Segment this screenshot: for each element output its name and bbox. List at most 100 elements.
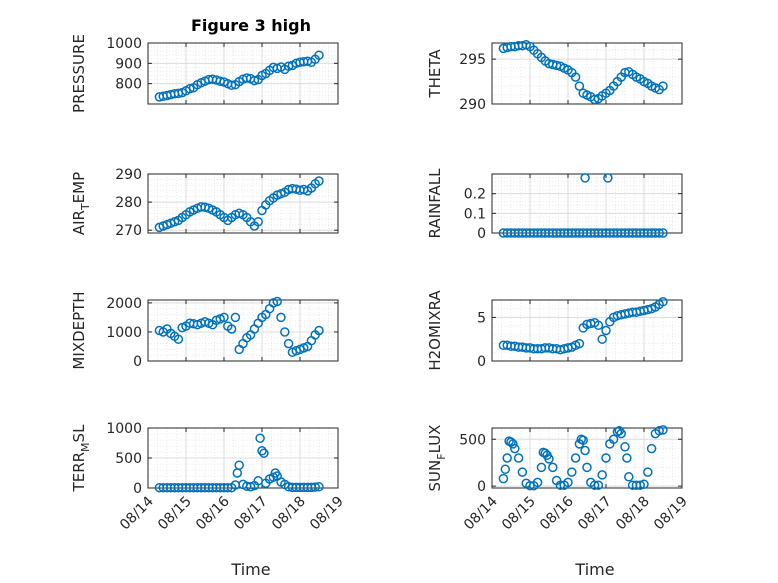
x-tick-label: 08/15 xyxy=(499,494,539,534)
y-axis-label-text: SL xyxy=(70,424,88,443)
data-point xyxy=(658,296,668,307)
data-point xyxy=(314,176,324,186)
x-tick-label: 08/17 xyxy=(575,494,615,534)
y-axis-label-text: MIXDEPTH xyxy=(70,291,88,369)
plot-area xyxy=(492,174,682,233)
axes-box xyxy=(491,42,683,105)
data-point xyxy=(658,81,668,91)
data-point xyxy=(608,434,619,445)
y-tick-label: 295 xyxy=(459,52,486,68)
y-axis-label-text: EMP xyxy=(70,172,88,203)
data-point xyxy=(253,217,263,227)
data-point xyxy=(593,320,604,331)
subplot-4: 0 0.1 0.2 RAINFALL xyxy=(426,168,683,242)
x-axis-label-right: Time xyxy=(574,560,614,579)
y-axis-label-text: LUX xyxy=(426,425,444,454)
axes-box xyxy=(147,299,339,362)
data-point xyxy=(173,334,184,344)
data-point xyxy=(314,50,324,60)
y-axis-label: THETA xyxy=(426,49,444,99)
data-point xyxy=(597,334,607,344)
data-point xyxy=(185,84,195,94)
y-axis-label-text: THETA xyxy=(426,49,444,99)
data-point xyxy=(574,81,585,91)
data-point xyxy=(226,80,237,91)
y-tick-label: 270 xyxy=(115,223,142,239)
data-point xyxy=(259,448,269,458)
y-tick-label: 0.1 xyxy=(464,206,486,222)
y-tick-label: 0.2 xyxy=(464,187,486,203)
data-point xyxy=(230,312,241,323)
data-point xyxy=(510,443,520,454)
y-axis-label-subscript: M xyxy=(79,442,92,452)
data-point xyxy=(498,473,509,484)
y-tick-label: 800 xyxy=(115,77,142,93)
y-tick-label: 5 xyxy=(477,310,486,326)
data-point xyxy=(272,296,282,307)
data-point xyxy=(589,94,600,105)
y-axis-label-text: H2OMIXRA xyxy=(426,290,444,371)
x-tick-label: 08/15 xyxy=(155,494,195,534)
y-tick-label: 290 xyxy=(459,97,486,113)
y-tick-label: 500 xyxy=(459,432,486,448)
y-tick-label: 280 xyxy=(115,195,142,211)
data-point xyxy=(580,445,590,456)
data-point xyxy=(314,482,324,492)
subplot-2: 290 295 THETA xyxy=(426,40,683,113)
data-point xyxy=(603,173,613,183)
data-point xyxy=(601,453,611,463)
data-point xyxy=(582,462,592,473)
y-axis-label: MIXDEPTH xyxy=(70,291,88,369)
y-axis-label-text: TERR xyxy=(70,452,88,493)
x-tick-label: 08/14 xyxy=(461,493,501,533)
data-point xyxy=(567,467,577,477)
data-point xyxy=(525,480,535,491)
data-point xyxy=(310,482,320,492)
data-point xyxy=(570,453,581,463)
y-tick-label: 500 xyxy=(115,451,142,467)
y-axis-label-text: RAINFALL xyxy=(426,168,444,239)
data-point xyxy=(283,338,294,349)
data-point xyxy=(635,480,645,490)
y-tick-label: 0 xyxy=(477,479,486,495)
data-point xyxy=(500,464,511,475)
data-point xyxy=(624,472,634,482)
data-point xyxy=(593,480,604,490)
y-tick-label: 900 xyxy=(115,56,142,72)
data-point xyxy=(589,480,600,490)
x-tick-label: 08/19 xyxy=(307,494,347,534)
y-tick-label: 290 xyxy=(115,167,142,183)
y-axis-label-text: AIR xyxy=(70,210,88,235)
axes-box xyxy=(147,173,339,234)
data-point xyxy=(639,479,649,490)
subplot-1: 800 900 1000 PRESSURE xyxy=(70,34,339,113)
figure-title: Figure 3 high xyxy=(191,16,311,35)
subplot-7: 0 500 1000 TERRMSL 08/1408/1508/1608/1708/18… xyxy=(70,421,347,533)
x-tick-label: 08/14 xyxy=(117,493,157,533)
data-point xyxy=(536,462,547,473)
x-tick-label: 08/17 xyxy=(231,494,271,534)
x-axis-label-left: Time xyxy=(230,560,270,579)
y-tick-label: 0 xyxy=(133,354,142,370)
y-axis-label-text: SUN xyxy=(426,460,444,492)
data-point xyxy=(654,426,664,436)
data-point xyxy=(574,338,585,349)
data-point xyxy=(570,72,581,82)
data-point xyxy=(643,467,653,477)
data-point xyxy=(646,443,657,454)
y-axis-label: H2OMIXRA xyxy=(426,290,444,371)
data-point xyxy=(548,462,558,473)
x-tick-label: 08/18 xyxy=(269,494,309,534)
axes-box xyxy=(491,299,683,362)
x-tick-label: 08/16 xyxy=(537,493,577,533)
subplot-6: 0 5 H2OMIXRA xyxy=(426,290,683,371)
data-point xyxy=(249,75,260,86)
y-tick-label: 0 xyxy=(477,354,486,370)
data-point xyxy=(658,228,668,238)
data-point xyxy=(314,325,324,336)
axes-box xyxy=(491,427,683,489)
data-point xyxy=(544,454,554,464)
y-axis-label: SUNFLUX xyxy=(426,425,448,492)
data-point xyxy=(580,173,590,183)
